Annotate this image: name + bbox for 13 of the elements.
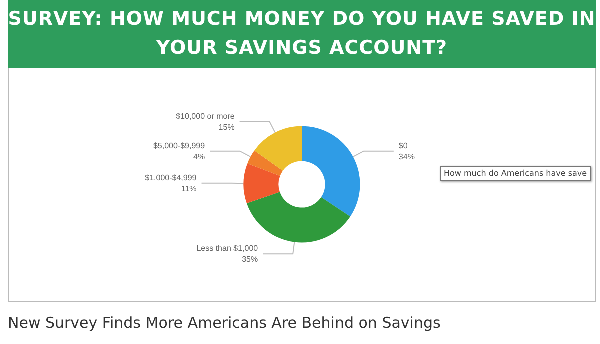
text: New Survey Finds More Americans Are Behind on Savings bbox=[8, 314, 441, 332]
data-label: 35% bbox=[242, 255, 258, 264]
slice-label: $10,000 or more bbox=[176, 112, 236, 122]
text: How much do Americans have save bbox=[440, 166, 592, 181]
slice-label: $5,000-$9,999 bbox=[153, 141, 206, 150]
data-label: 4% bbox=[194, 152, 206, 162]
chart-title: SURVEY: HOW MUCH MONEY DO YOU HAVE SAVED IN YOUR SAVINGS ACCOUNT? bbox=[8, 0, 596, 68]
data-label: 11% bbox=[181, 184, 197, 194]
slice-label: $0 bbox=[398, 141, 408, 150]
data-label: 15% bbox=[218, 123, 235, 132]
slice-label: $1,000-$4,999 bbox=[145, 173, 198, 182]
slice-label: Less than $1,000 bbox=[196, 244, 259, 254]
data-label: 34% bbox=[398, 152, 415, 162]
